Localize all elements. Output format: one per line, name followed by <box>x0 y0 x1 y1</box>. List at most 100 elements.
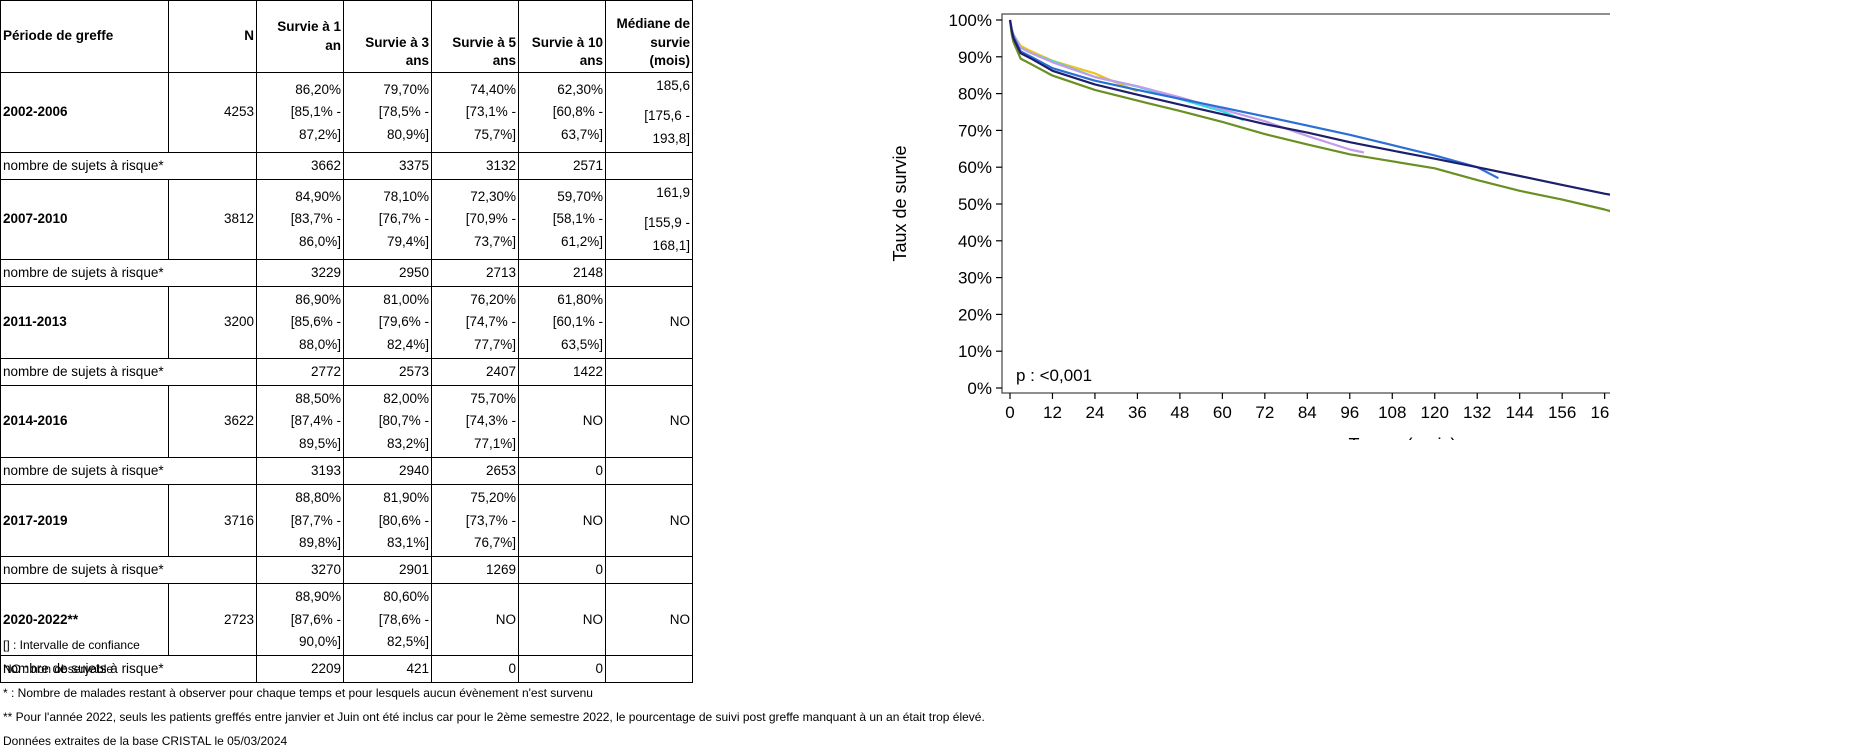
risk-row: nombre de sujets à risque* 3193 2940 2653 0 <box>0 456 693 486</box>
cell-line: 82,4%] <box>386 336 429 352</box>
cell-line: [155,9 - 168,1] <box>644 215 690 253</box>
y-tick-label: 90% <box>958 48 992 67</box>
value-cell: 74,40% [73,1% - 75,7%] <box>431 72 519 153</box>
period-cell: 2017-2019 <box>0 484 169 558</box>
risk-cell: 0 <box>518 556 606 585</box>
series-line-2002-2006 <box>1008 19 1610 196</box>
value-cell: 75,70% [74,3% - 77,1%] <box>431 385 519 458</box>
cell-line: [78,6% - <box>378 611 429 627</box>
cell-line: 62,30% <box>557 82 603 97</box>
cell-line: 63,5%] <box>560 336 603 352</box>
footnote: * : Nombre de malades restant à observer… <box>3 686 593 700</box>
n-cell: 2723 <box>168 583 257 657</box>
value-cell: 72,30% [70,9% - 73,7%] <box>431 179 519 260</box>
cell-line: 81,00% <box>383 292 429 308</box>
value-cell: 86,20% [85,1% - 87,2%] <box>256 72 344 153</box>
n-cell: 3812 <box>168 179 257 260</box>
x-tick-label: 156 <box>1548 403 1576 422</box>
cell-line: 59,70% <box>557 189 603 205</box>
cell-line: 185,6 <box>656 78 690 93</box>
risk-cell: 2571 <box>518 151 606 181</box>
risk-label: nombre de sujets à risque* <box>0 258 257 288</box>
risk-cell: 2209 <box>256 655 344 684</box>
cell-line: 61,2%] <box>560 233 603 249</box>
risk-row: nombre de sujets à risque* 3270 2901 1269 0 <box>0 556 693 585</box>
risk-cell <box>605 456 693 486</box>
y-tick-label: 80% <box>958 85 992 104</box>
cell-line: NO <box>669 314 690 330</box>
cell-line: 72,30% <box>470 189 516 205</box>
footnotes: [] : Intervalle de confiance NO : non obs… <box>3 633 985 753</box>
value-cell: 88,50% [87,4% - 89,5%] <box>256 385 344 458</box>
y-tick-label: 0% <box>967 379 992 398</box>
cell-line: NO <box>669 512 690 528</box>
cell-line: [85,1% - <box>290 104 341 120</box>
cell-line: 80,60% <box>383 589 429 605</box>
value-cell: 81,00% [79,6% - 82,4%] <box>343 286 432 359</box>
table-row: 2014-2016 3622 88,50% [87,4% - 89,5%] 82,00% [… <box>0 385 693 458</box>
cell-line: [175,6 - 193,8] <box>644 108 690 146</box>
risk-row: nombre de sujets à risque* 2772 2573 2407 14… <box>0 357 693 387</box>
risk-cell: 0 <box>518 456 606 486</box>
y-axis-label: Taux de survie <box>890 145 910 261</box>
value-cell: 82,00% [80,7% - 83,2%] <box>343 385 432 458</box>
period-cell: 2007-2010 <box>0 179 169 260</box>
y-tick-label: 100% <box>949 11 992 30</box>
cell-line: [83,7% - <box>290 211 341 227</box>
risk-cell: 3193 <box>256 456 344 486</box>
risk-label: nombre de sujets à risque* <box>0 151 257 181</box>
period-cell: 2020-2022** <box>0 583 169 657</box>
x-tick-label: 132 <box>1463 403 1491 422</box>
cell-line: 79,4%] <box>386 233 429 249</box>
cell-line: [87,7% - <box>290 512 341 528</box>
cell-line: 74,40% <box>470 82 516 97</box>
value-cell: NO <box>518 583 606 657</box>
cell-line: 79,70% <box>383 82 429 97</box>
value-cell: 161,9 [155,9 - 168,1] <box>605 179 693 260</box>
cell-line: [80,7% - <box>378 413 429 429</box>
risk-cell: 3270 <box>256 556 344 585</box>
cell-line: 77,7%] <box>473 336 516 352</box>
value-cell: NO <box>518 385 606 458</box>
cell-line: 78,10% <box>383 189 429 205</box>
cell-line: 76,20% <box>470 292 516 308</box>
cell-line: 88,50% <box>295 391 341 407</box>
cell-line: [74,7% - <box>465 314 516 330</box>
y-tick-label: 30% <box>958 269 992 288</box>
cell-line: [76,7% - <box>378 211 429 227</box>
cell-line: 86,90% <box>295 292 341 308</box>
value-cell: NO <box>605 286 693 359</box>
header-survival-3y: Survie à 3 ans <box>343 0 432 73</box>
cell-line: [73,1% - <box>465 104 516 120</box>
value-cell: NO <box>431 583 519 657</box>
value-cell: 61,80% [60,1% - 63,5%] <box>518 286 606 359</box>
footnote: NO : non observable <box>3 662 114 676</box>
cell-line: 88,0%] <box>298 336 341 352</box>
value-cell: NO <box>605 583 693 657</box>
cell-line: [60,1% - <box>552 314 603 330</box>
cell-line: 81,90% <box>383 490 429 506</box>
table-header-row: Période de greffe N Survie à 1 an Survie… <box>0 0 693 73</box>
cell-line: 83,1%] <box>386 534 429 550</box>
risk-label: nombre de sujets à risque* <box>0 655 257 684</box>
table-row: 2017-2019 3716 88,80% [87,7% - 89,8%] 81,90% [… <box>0 484 693 558</box>
value-cell: 185,6 [175,6 - 193,8] <box>605 72 693 153</box>
risk-row: nombre de sujets à risque* 2209 421 0 0 <box>0 655 693 684</box>
risk-cell: 1269 <box>431 556 519 585</box>
footnote: [] : Intervalle de confiance <box>3 638 140 652</box>
risk-cell: 2950 <box>343 258 432 288</box>
risk-cell: 2713 <box>431 258 519 288</box>
survival-table: Période de greffe N Survie à 1 an Survie… <box>0 0 693 684</box>
cell-line: 75,70% <box>470 391 516 407</box>
footnote: ** Pour l'année 2022, seuls les patients… <box>3 710 985 724</box>
table-row: 2002-2006 4253 86,20% [85,1% - 87,2%] 79,70% [… <box>0 72 693 153</box>
cell-line: 86,0%] <box>298 233 341 249</box>
risk-label: nombre de sujets à risque* <box>0 456 257 486</box>
value-cell: 84,90% [83,7% - 86,0%] <box>256 179 344 260</box>
cell-line: [58,1% - <box>552 211 603 227</box>
y-tick-label: 60% <box>958 158 992 177</box>
cell-line: 80,9%] <box>386 126 429 142</box>
cell-line: 63,7%] <box>560 126 603 142</box>
header-period: Période de greffe <box>0 0 169 73</box>
cell-line: 86,20% <box>295 82 341 97</box>
